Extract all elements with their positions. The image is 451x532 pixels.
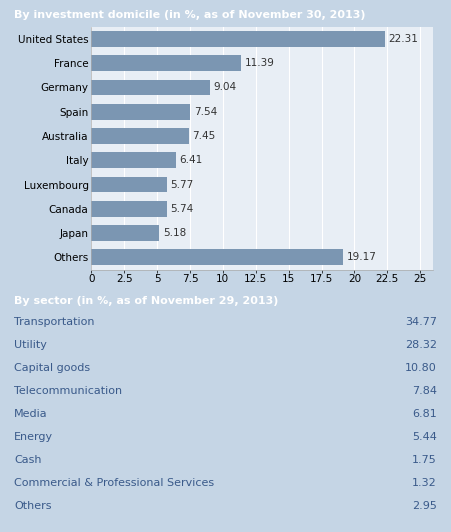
Bar <box>91 31 385 47</box>
Text: 10.80: 10.80 <box>405 363 437 373</box>
Bar <box>91 225 159 241</box>
Bar <box>91 152 175 168</box>
Text: 5.74: 5.74 <box>170 204 193 214</box>
Text: 34.77: 34.77 <box>405 317 437 327</box>
Bar <box>91 201 167 217</box>
Text: 11.39: 11.39 <box>244 58 274 68</box>
Bar <box>91 250 344 265</box>
Text: Transportation: Transportation <box>14 317 95 327</box>
Bar <box>91 79 210 95</box>
Bar <box>91 55 241 71</box>
Text: 7.84: 7.84 <box>412 386 437 396</box>
Text: 6.81: 6.81 <box>412 409 437 419</box>
Text: 22.31: 22.31 <box>388 34 418 44</box>
Text: 19.17: 19.17 <box>347 252 377 262</box>
Text: Energy: Energy <box>14 432 53 442</box>
Text: 9.04: 9.04 <box>213 82 237 93</box>
Bar <box>91 177 167 193</box>
Text: 1.32: 1.32 <box>412 478 437 488</box>
Text: Capital goods: Capital goods <box>14 363 90 373</box>
Text: Commercial & Professional Services: Commercial & Professional Services <box>14 478 214 488</box>
Text: By investment domicile (in %, as of November 30, 2013): By investment domicile (in %, as of Nove… <box>14 10 366 20</box>
Text: 5.44: 5.44 <box>412 432 437 442</box>
Text: Utility: Utility <box>14 340 47 350</box>
Text: 7.54: 7.54 <box>194 107 217 117</box>
Text: By sector (in %, as of November 29, 2013): By sector (in %, as of November 29, 2013… <box>14 296 279 306</box>
Text: Telecommunication: Telecommunication <box>14 386 122 396</box>
Text: Media: Media <box>14 409 48 419</box>
Text: 1.75: 1.75 <box>412 455 437 465</box>
Text: 5.18: 5.18 <box>163 228 186 238</box>
Text: 2.95: 2.95 <box>412 501 437 511</box>
Text: 5.77: 5.77 <box>170 179 194 189</box>
Text: Others: Others <box>14 501 52 511</box>
Text: Cash: Cash <box>14 455 41 465</box>
Bar <box>91 104 190 120</box>
Text: 7.45: 7.45 <box>193 131 216 141</box>
Bar <box>91 128 189 144</box>
Text: 28.32: 28.32 <box>405 340 437 350</box>
Text: 6.41: 6.41 <box>179 155 202 165</box>
